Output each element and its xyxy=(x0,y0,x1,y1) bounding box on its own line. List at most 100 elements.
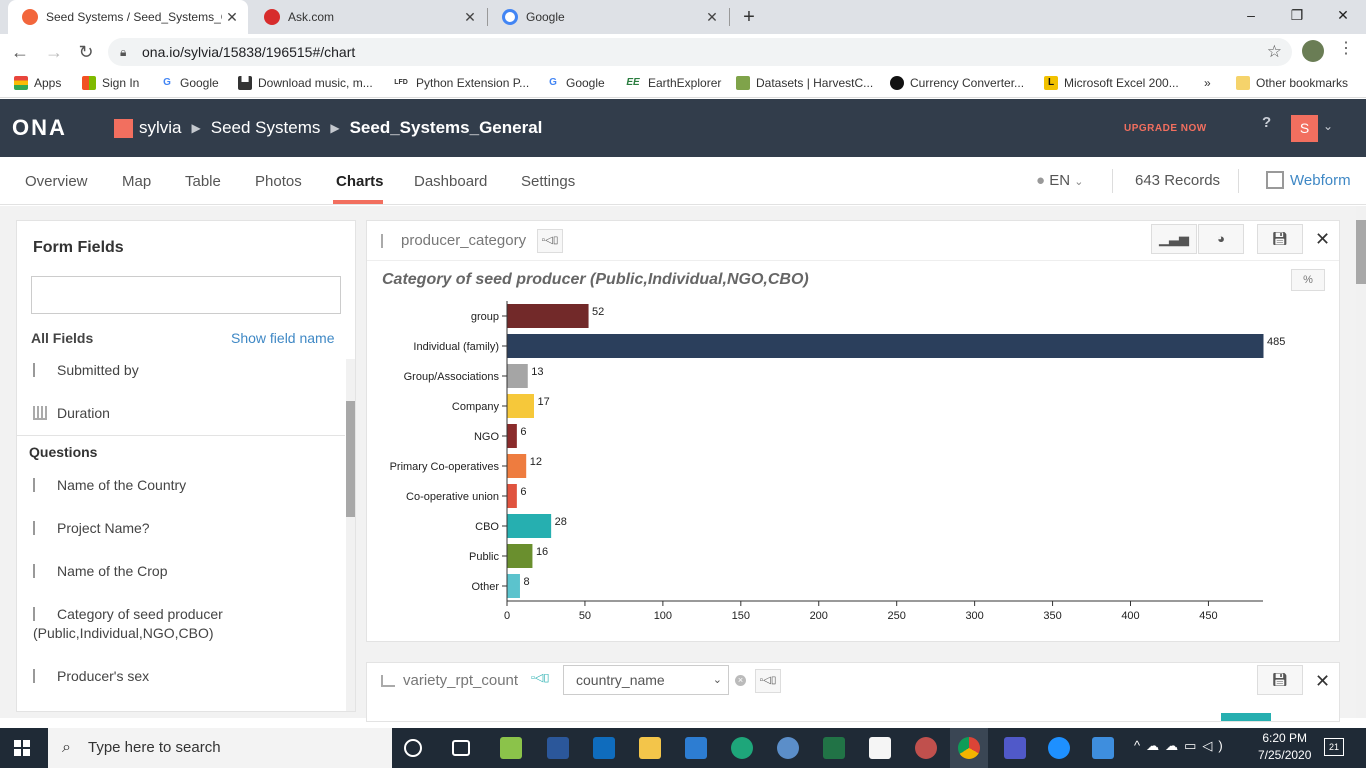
outlook-icon[interactable] xyxy=(593,737,615,759)
system-tray-icons[interactable]: ^☁☁▭◁) xyxy=(1134,738,1229,753)
reload-icon[interactable]: ↻ xyxy=(78,42,94,62)
field-submitted-by[interactable]: Submitted by xyxy=(33,361,333,380)
restore-button[interactable]: ❐ xyxy=(1290,7,1304,23)
field-producer-sex[interactable]: Producer's sex xyxy=(33,667,333,686)
bookmark-currency[interactable]: Currency Converter... xyxy=(890,76,1024,90)
bookmark-star-icon[interactable]: ☆ xyxy=(1266,42,1282,61)
chrome-icon[interactable] xyxy=(958,737,980,759)
data-label: 52 xyxy=(592,306,604,318)
tab-charts[interactable]: Charts xyxy=(336,173,384,190)
tab-photos[interactable]: Photos xyxy=(255,173,302,190)
category-label: CBO xyxy=(475,521,499,533)
user-avatar[interactable]: S xyxy=(1291,115,1318,142)
task-view-icon[interactable] xyxy=(452,740,470,756)
group-by-button[interactable]: ▫◁▯ xyxy=(755,669,781,693)
field-search-input[interactable] xyxy=(31,276,341,314)
bookmarks-bar: Apps Sign In G Google ▀ Download music, m.… xyxy=(0,70,1366,98)
bookmark-apps[interactable]: Apps xyxy=(14,76,61,90)
group-by-icon[interactable]: ▫◁▯ xyxy=(531,672,550,684)
tab-table[interactable]: Table xyxy=(185,173,221,190)
field-producer-category[interactable]: Category of seed producer (Public,Indivi… xyxy=(33,606,223,641)
data-label: 8 xyxy=(523,576,529,588)
file-explorer-icon[interactable] xyxy=(639,737,661,759)
pie-chart-toggle-icon[interactable]: ◕ xyxy=(1198,224,1244,254)
panel-scrollbar[interactable] xyxy=(346,359,355,711)
bookmark-harvest[interactable]: Datasets | HarvestC... xyxy=(736,76,873,90)
close-tab-icon[interactable]: ✕ xyxy=(706,8,718,25)
field-list: Submitted by Duration Questions Name of … xyxy=(17,359,345,711)
back-arrow-icon[interactable]: ← xyxy=(11,42,29,62)
breadcrumb-form[interactable]: Seed_Systems_General xyxy=(349,118,543,137)
upgrade-now-link[interactable]: UPGRADE NOW xyxy=(1124,123,1207,134)
close-window-button[interactable]: ✕ xyxy=(1337,7,1349,23)
browser-tab-google[interactable]: Google ✕ xyxy=(488,0,728,34)
field-duration[interactable]: Duration xyxy=(33,404,333,423)
save-icon[interactable]: 💾︎ xyxy=(1257,665,1303,695)
edge-icon[interactable] xyxy=(731,737,753,759)
notepad-icon[interactable] xyxy=(869,737,891,759)
percent-toggle-button[interactable]: % xyxy=(1291,269,1325,291)
tab-overview[interactable]: Overview xyxy=(25,173,88,190)
bookmark-google-2[interactable]: G Google xyxy=(546,76,605,90)
bookmark-earthexplorer[interactable]: EE EarthExplorer xyxy=(624,76,721,90)
bookmark-excel[interactable]: L Microsoft Excel 200... xyxy=(1044,76,1179,90)
bookmark-download-music[interactable]: ▀ Download music, m... xyxy=(238,76,373,90)
taskbar-clock[interactable]: 6:20 PM 7/25/2020 xyxy=(1258,731,1312,762)
forward-arrow-icon[interactable]: → xyxy=(45,42,63,62)
excel-taskbar-icon[interactable] xyxy=(823,737,845,759)
language-selector[interactable]: ● EN ⌄ xyxy=(1036,172,1084,189)
scrollbar-thumb[interactable] xyxy=(1356,220,1366,284)
photos-icon[interactable] xyxy=(1092,737,1114,759)
breadcrumb-project[interactable]: Seed Systems xyxy=(210,118,321,137)
profile-avatar[interactable] xyxy=(1302,40,1324,62)
browser-tab-bar: Seed Systems / Seed_Systems_Ge ✕ Ask.com… xyxy=(0,0,1366,34)
group-by-select[interactable]: country_name ⌄ xyxy=(563,665,729,695)
field-project-name[interactable]: Project Name? xyxy=(33,519,333,538)
new-tab-button[interactable]: + xyxy=(743,6,755,28)
taskbar-search[interactable]: ⌕ Type here to search xyxy=(48,728,392,768)
show-field-name-link[interactable]: Show field name xyxy=(231,330,335,346)
teams-icon[interactable] xyxy=(1004,737,1026,759)
clear-selection-icon[interactable]: × xyxy=(735,675,746,686)
scrollbar-thumb[interactable] xyxy=(346,401,355,517)
breadcrumb-user[interactable]: sylvia xyxy=(139,118,182,137)
tab-settings[interactable]: Settings xyxy=(521,173,576,190)
close-tab-icon[interactable]: ✕ xyxy=(464,8,476,25)
tab-dashboard[interactable]: Dashboard xyxy=(414,173,488,190)
word-icon[interactable] xyxy=(547,737,569,759)
other-bookmarks[interactable]: Other bookmarks xyxy=(1236,76,1348,90)
internet-explorer-icon[interactable] xyxy=(1048,737,1070,759)
browser-menu-icon[interactable]: ⋮ xyxy=(1338,40,1354,57)
group-by-button[interactable]: ▫◁▯ xyxy=(537,229,563,253)
close-chart-icon[interactable]: ✕ xyxy=(1315,229,1331,249)
browser-tab-seed-systems[interactable]: Seed Systems / Seed_Systems_Ge ✕ xyxy=(8,0,248,34)
page-scrollbar[interactable] xyxy=(1356,206,1366,718)
bookmark-sign-in[interactable]: Sign In xyxy=(82,76,139,90)
browser-tab-ask[interactable]: Ask.com ✕ xyxy=(250,0,486,34)
cortana-icon[interactable] xyxy=(404,739,422,757)
windows-start-icon[interactable] xyxy=(14,740,30,756)
help-icon[interactable]: ? xyxy=(1262,114,1272,131)
chevron-down-icon[interactable]: ⌄ xyxy=(1323,119,1334,133)
app-icon[interactable] xyxy=(500,737,522,759)
magnifier-icon[interactable] xyxy=(777,737,799,759)
minimize-button[interactable]: – xyxy=(1247,7,1255,23)
webform-link[interactable]: Webform xyxy=(1266,171,1351,189)
snipping-icon[interactable] xyxy=(915,737,937,759)
ee-icon: EE xyxy=(626,77,640,88)
save-icon[interactable]: 💾︎ xyxy=(1257,224,1303,254)
notifications-icon[interactable]: 21 xyxy=(1324,738,1344,756)
address-bar[interactable]: 🔒︎ ona.io/sylvia/15838/196515#/chart ☆ xyxy=(108,38,1292,66)
ona-logo[interactable]: ONA xyxy=(12,115,67,140)
bookmarks-more[interactable]: » xyxy=(1204,76,1211,90)
windows-taskbar: ⌕ Type here to search ^☁☁▭◁) 6:20 PM 7/25/… xyxy=(0,728,1366,768)
store-icon[interactable] xyxy=(685,737,707,759)
tab-map[interactable]: Map xyxy=(122,173,152,190)
close-tab-icon[interactable]: ✕ xyxy=(226,8,238,25)
bar-chart-toggle-icon[interactable]: ▁▃▅ xyxy=(1151,224,1197,254)
field-country[interactable]: Name of the Country xyxy=(33,476,333,495)
bookmark-python-extension[interactable]: LFD Python Extension P... xyxy=(392,76,529,90)
bookmark-google[interactable]: G Google xyxy=(160,76,219,90)
close-chart-icon[interactable]: ✕ xyxy=(1315,671,1331,691)
field-crop[interactable]: Name of the Crop xyxy=(33,562,333,581)
